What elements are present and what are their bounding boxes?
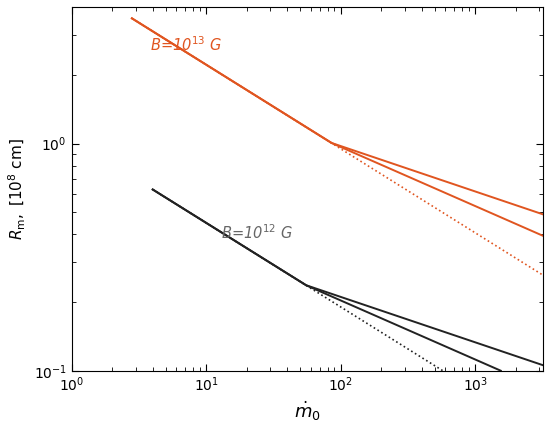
Y-axis label: $R_{\rm m},\ [10^8\ {\rm cm}]$: $R_{\rm m},\ [10^8\ {\rm cm}]$ [7,138,28,240]
Text: B=10$^{13}$ G: B=10$^{13}$ G [150,36,222,54]
Text: B=10$^{12}$ G: B=10$^{12}$ G [222,224,293,242]
X-axis label: $\dot{m}_0$: $\dot{m}_0$ [294,400,321,423]
